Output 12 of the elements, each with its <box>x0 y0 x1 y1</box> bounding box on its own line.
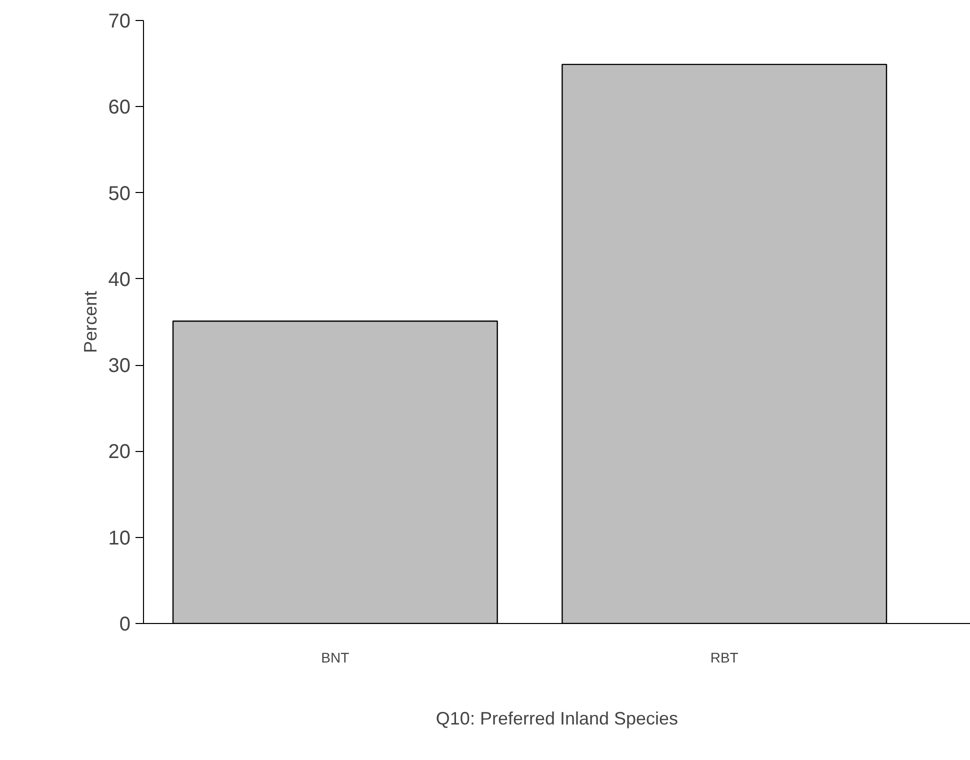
x-tick-label: RBT <box>710 650 739 666</box>
x-axis-title: Q10: Preferred Inland Species <box>436 708 678 728</box>
y-tick-label: 30 <box>108 355 131 378</box>
y-tick-label: 70 <box>108 10 131 32</box>
y-tick-label: 10 <box>108 527 131 550</box>
y-tick-label: 20 <box>108 441 131 464</box>
y-tick-label: 50 <box>108 182 131 205</box>
y-tick-label: 60 <box>108 96 131 119</box>
x-tick-label: BNT <box>321 650 350 666</box>
y-tick-label: 40 <box>108 268 131 291</box>
y-axis-title: Percent <box>80 290 100 354</box>
y-tick-label: 0 <box>119 614 130 636</box>
